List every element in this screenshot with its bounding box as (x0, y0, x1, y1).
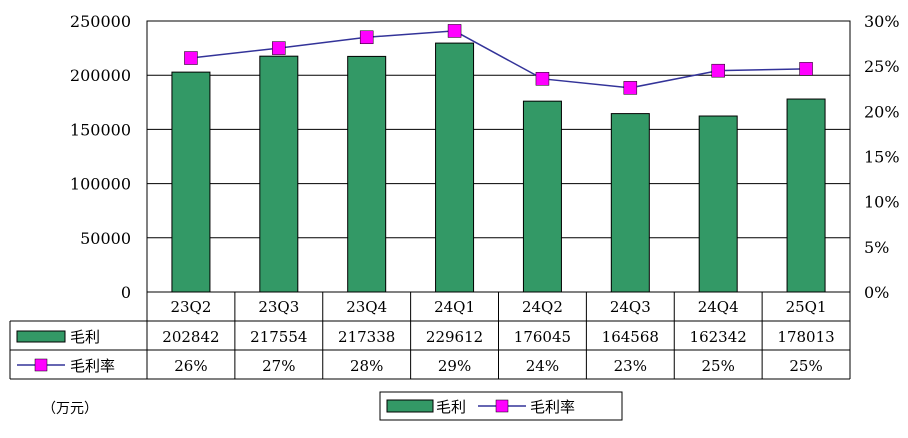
data-label: 176045 (514, 328, 571, 346)
data-label: 178013 (777, 328, 834, 346)
x-tick-label: 23Q2 (170, 298, 211, 316)
x-tick-label: 25Q1 (786, 298, 827, 316)
bar (259, 55, 299, 293)
bar (347, 55, 387, 293)
y-right-tick-label: 15% (864, 148, 900, 167)
y-right-tick-label: 20% (864, 102, 900, 121)
data-label: 162342 (690, 328, 747, 346)
data-label: 28% (350, 357, 383, 375)
rate-point (799, 62, 813, 76)
data-label: 23% (614, 357, 647, 375)
data-label: 26% (174, 357, 207, 375)
data-label: 202842 (162, 328, 219, 346)
y-left-tick-label: 150000 (70, 120, 131, 139)
table-key-bar (16, 330, 66, 343)
x-tick-label: 23Q4 (346, 298, 387, 316)
y-left-tick-label: 50000 (80, 229, 131, 248)
y-right-tick-label: 5% (864, 238, 889, 257)
y-left-tick-label: 100000 (70, 175, 131, 194)
bar (522, 100, 562, 293)
legend-key-marker (495, 399, 509, 413)
x-tick-label: 24Q3 (610, 298, 651, 316)
legend-key-bar (386, 399, 434, 413)
data-label: 229612 (426, 328, 483, 346)
y-right-tick-label: 30% (864, 12, 900, 31)
y-right-tick-label: 10% (864, 193, 900, 212)
y-right-tick-label: 25% (864, 57, 900, 76)
data-label: 25% (789, 357, 822, 375)
data-label: 217554 (250, 328, 307, 346)
bar (171, 71, 211, 293)
bar (435, 42, 475, 293)
data-label: 25% (702, 357, 735, 375)
rate-line (190, 30, 807, 89)
bar (786, 98, 826, 293)
y-left-tick-label: 200000 (70, 66, 131, 85)
x-tick-label: 24Q1 (434, 298, 475, 316)
y-right-tick-label: 0% (864, 283, 889, 302)
plot-frame (146, 20, 851, 293)
rate-point (447, 24, 462, 38)
bar (610, 113, 650, 293)
data-label: 164568 (602, 328, 659, 346)
table-row-label: 毛利 (70, 328, 100, 346)
table-row-label: 毛利率 (70, 357, 115, 375)
legend-label: 毛利率 (530, 398, 575, 416)
data-label: 24% (526, 357, 559, 375)
rate-point (535, 72, 550, 86)
data-label: 29% (438, 357, 471, 375)
x-tick-label: 24Q4 (698, 298, 739, 316)
data-label: 27% (262, 357, 295, 375)
rate-point (623, 81, 638, 95)
bar (698, 115, 738, 293)
y-left-tick-label: 250000 (70, 12, 131, 31)
x-tick-label: 24Q2 (522, 298, 563, 316)
table-key-marker (34, 358, 48, 372)
rate-point (272, 41, 286, 55)
data-label: 217338 (338, 328, 395, 346)
y-left-tick-label: 0 (121, 283, 131, 302)
unit-label: （万元） (42, 401, 98, 417)
legend-label: 毛利 (436, 398, 466, 416)
rate-point (711, 63, 725, 78)
rate-point (184, 51, 198, 65)
x-tick-label: 23Q3 (258, 298, 299, 316)
rate-point (359, 30, 374, 45)
